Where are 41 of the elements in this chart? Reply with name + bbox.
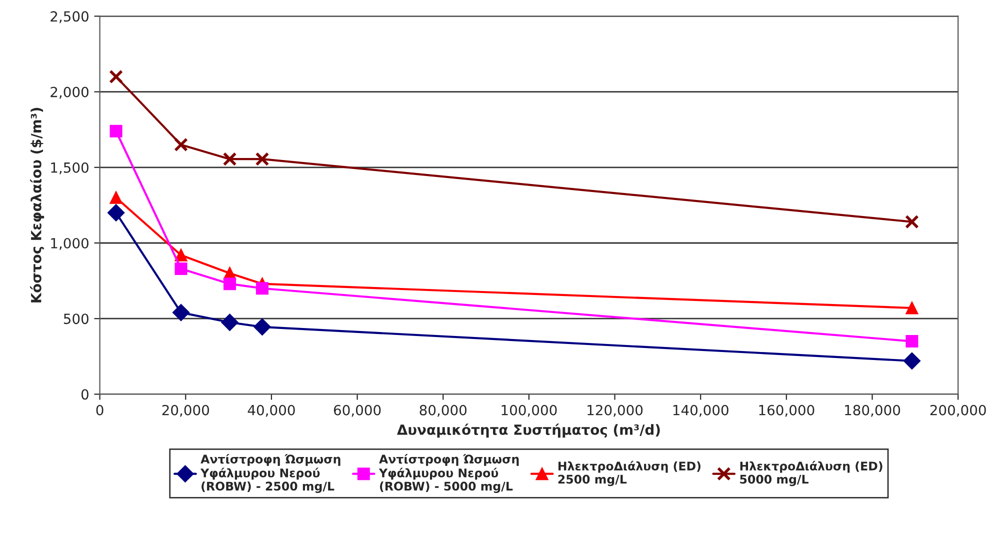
- point: [174, 138, 188, 152]
- point: [222, 152, 237, 166]
- point: [221, 314, 238, 331]
- y-axis-title: Κόστος Κεφαλαίου ($/m³): [30, 108, 44, 302]
- point: [172, 304, 190, 322]
- point: [906, 302, 918, 314]
- legend-label: Αντίστροφη Ώσμωση Υφάλμυρου Νερού (ROBW) - 5000 mg/L: [378, 454, 519, 493]
- point: [905, 214, 919, 229]
- x-tick-label: 200,000: [930, 404, 986, 417]
- point: [255, 152, 270, 166]
- x-tick-label: 80,000: [420, 404, 466, 417]
- legend-label: ΗλεκτροΔιάλυση (ED) 5000 mg/L: [740, 460, 882, 486]
- point: [254, 318, 271, 336]
- point: [906, 335, 918, 348]
- point: [903, 352, 920, 370]
- y-tick-label: 2,500: [50, 11, 88, 24]
- y-tick-label: 500: [64, 314, 88, 324]
- y-tick-label: 1,000: [51, 238, 88, 250]
- x-tick-label: 60,000: [334, 404, 381, 417]
- x-tick-label: 140,000: [673, 404, 728, 417]
- x-tick-label: 40,000: [248, 404, 295, 417]
- point: [109, 70, 123, 84]
- x-axis-title: Δυναμικότητα Συστήματος (m³/d): [396, 424, 660, 438]
- x-tick-label: 100,000: [502, 404, 557, 417]
- x-tick-label: 180,000: [845, 404, 900, 417]
- y-tick-label: 1,500: [51, 162, 88, 174]
- point: [174, 248, 188, 262]
- point: [110, 124, 122, 138]
- y-tick-label: 2,000: [50, 86, 88, 99]
- x-tick-label: 0: [96, 404, 104, 416]
- point: [110, 191, 122, 204]
- point: [223, 278, 236, 290]
- x-tick-label: 160,000: [759, 404, 814, 417]
- y-tick-label: 0: [81, 389, 88, 400]
- point: [174, 262, 188, 275]
- legend-label: Αντίστροφη Ώσμωση Υφάλμυρου Νερού (ROBW) - 2500 mg/L: [200, 454, 340, 493]
- legend-label: ΗλεκτροΔιάλυση (ED) 2500 mg/L: [558, 460, 700, 486]
- x-tick-label: 20,000: [162, 404, 210, 417]
- x-tick-label: 120,000: [588, 404, 643, 417]
- point: [256, 282, 268, 295]
- point: [107, 204, 125, 222]
